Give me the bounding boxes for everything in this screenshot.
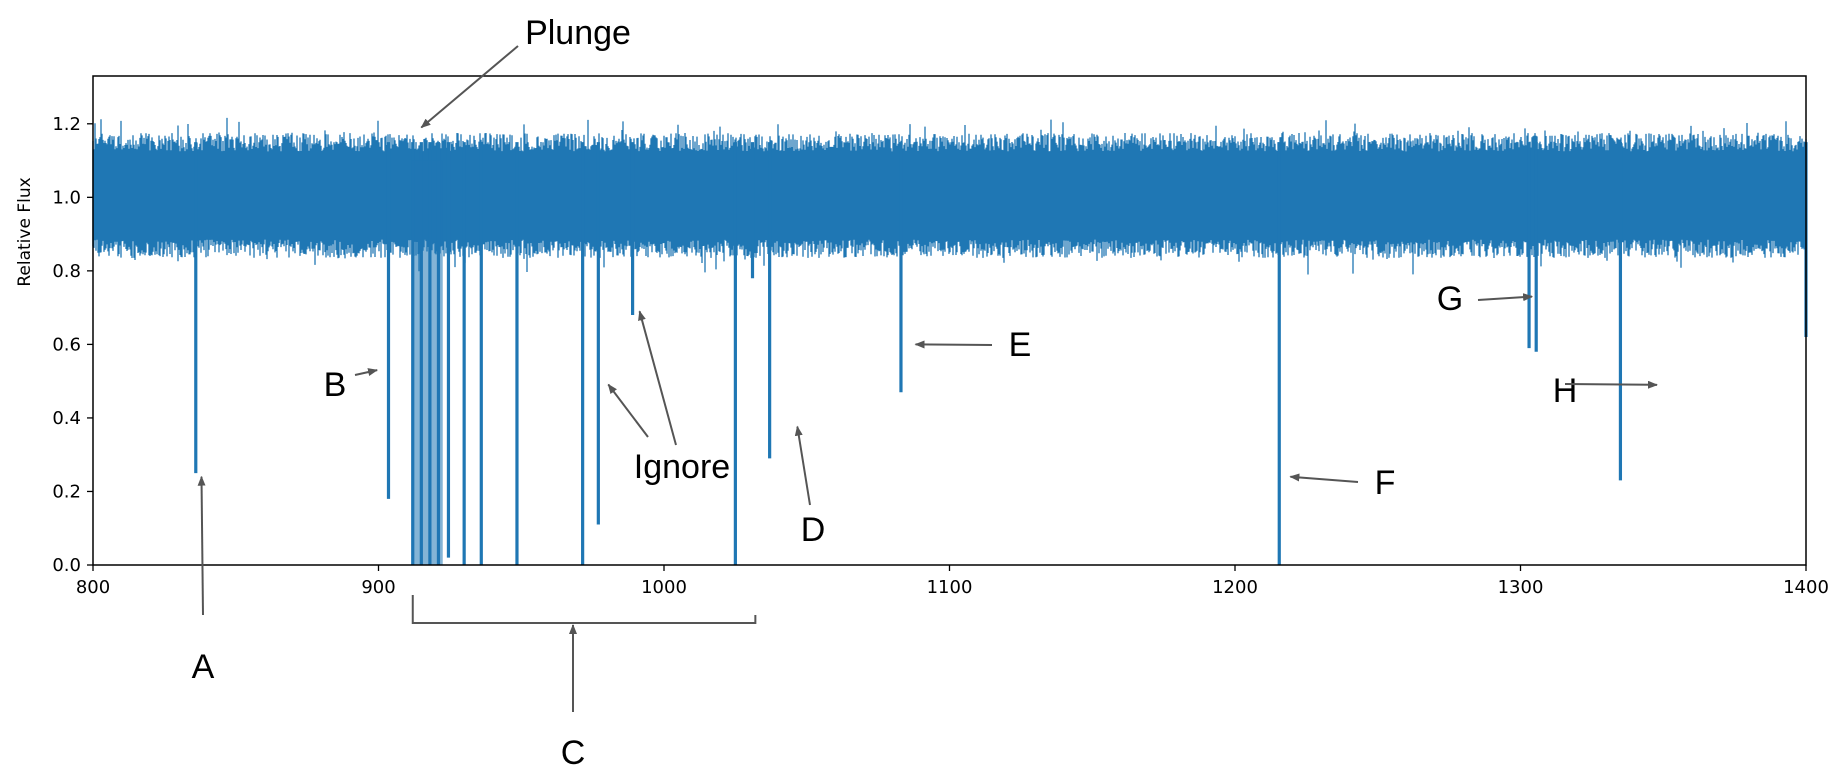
a-arrow <box>197 475 206 616</box>
y-axis-label: Relative Flux <box>15 177 35 286</box>
x-tick-label: 1400 <box>1783 577 1829 598</box>
x-tick-label: 900 <box>361 577 395 598</box>
y-tick-label: 0.2 <box>52 481 81 502</box>
annotation-label-g: G <box>1437 280 1463 318</box>
annotation-label-ignore: Ignore <box>634 448 730 486</box>
x-tick-label: 800 <box>76 577 110 598</box>
g-arrow <box>1477 293 1534 302</box>
y-tick-label: 1.0 <box>52 187 81 208</box>
plunge-region <box>411 160 443 565</box>
annotation-label-b: B <box>324 366 347 404</box>
h-arrow <box>1564 380 1658 389</box>
annotation-label-c: C <box>561 734 586 772</box>
d-arrow <box>794 425 811 506</box>
y-tick-label: 0.8 <box>52 261 81 282</box>
plunge-arrow <box>420 45 519 129</box>
y-tick-label: 1.2 <box>52 114 81 135</box>
y-axis: 0.0 0.2 0.4 0.6 0.8 1.0 1.2 <box>52 114 93 576</box>
ignore-arrow-2 <box>638 310 677 446</box>
flux-noise-band <box>92 117 1807 275</box>
x-tick-label: 1100 <box>927 577 973 598</box>
ignore-arrow-1 <box>607 383 649 438</box>
annotation-label-a: A <box>192 648 215 686</box>
x-tick-label: 1300 <box>1498 577 1544 598</box>
annotation-label-e: E <box>1009 326 1032 364</box>
x-tick-label: 1200 <box>1212 577 1258 598</box>
b-arrow <box>354 368 379 376</box>
f-arrow <box>1289 473 1359 483</box>
annotation-label-plunge: Plunge <box>525 14 631 52</box>
x-axis: 800 900 1000 1100 1200 1300 1400 <box>76 565 1829 598</box>
annotation-label-f: F <box>1375 464 1396 502</box>
annotation-label-d: D <box>801 511 826 549</box>
x-tick-label: 1000 <box>641 577 687 598</box>
y-tick-label: 0.6 <box>52 334 81 355</box>
c-bracket <box>411 595 757 624</box>
flux-series <box>92 117 1808 565</box>
annotations: Plunge A B C D E F G H Ignore <box>192 14 1658 772</box>
y-tick-label: 0.4 <box>52 408 81 429</box>
e-arrow <box>914 340 993 349</box>
y-tick-label: 0.0 <box>52 555 81 576</box>
annotation-label-h: H <box>1553 372 1578 410</box>
